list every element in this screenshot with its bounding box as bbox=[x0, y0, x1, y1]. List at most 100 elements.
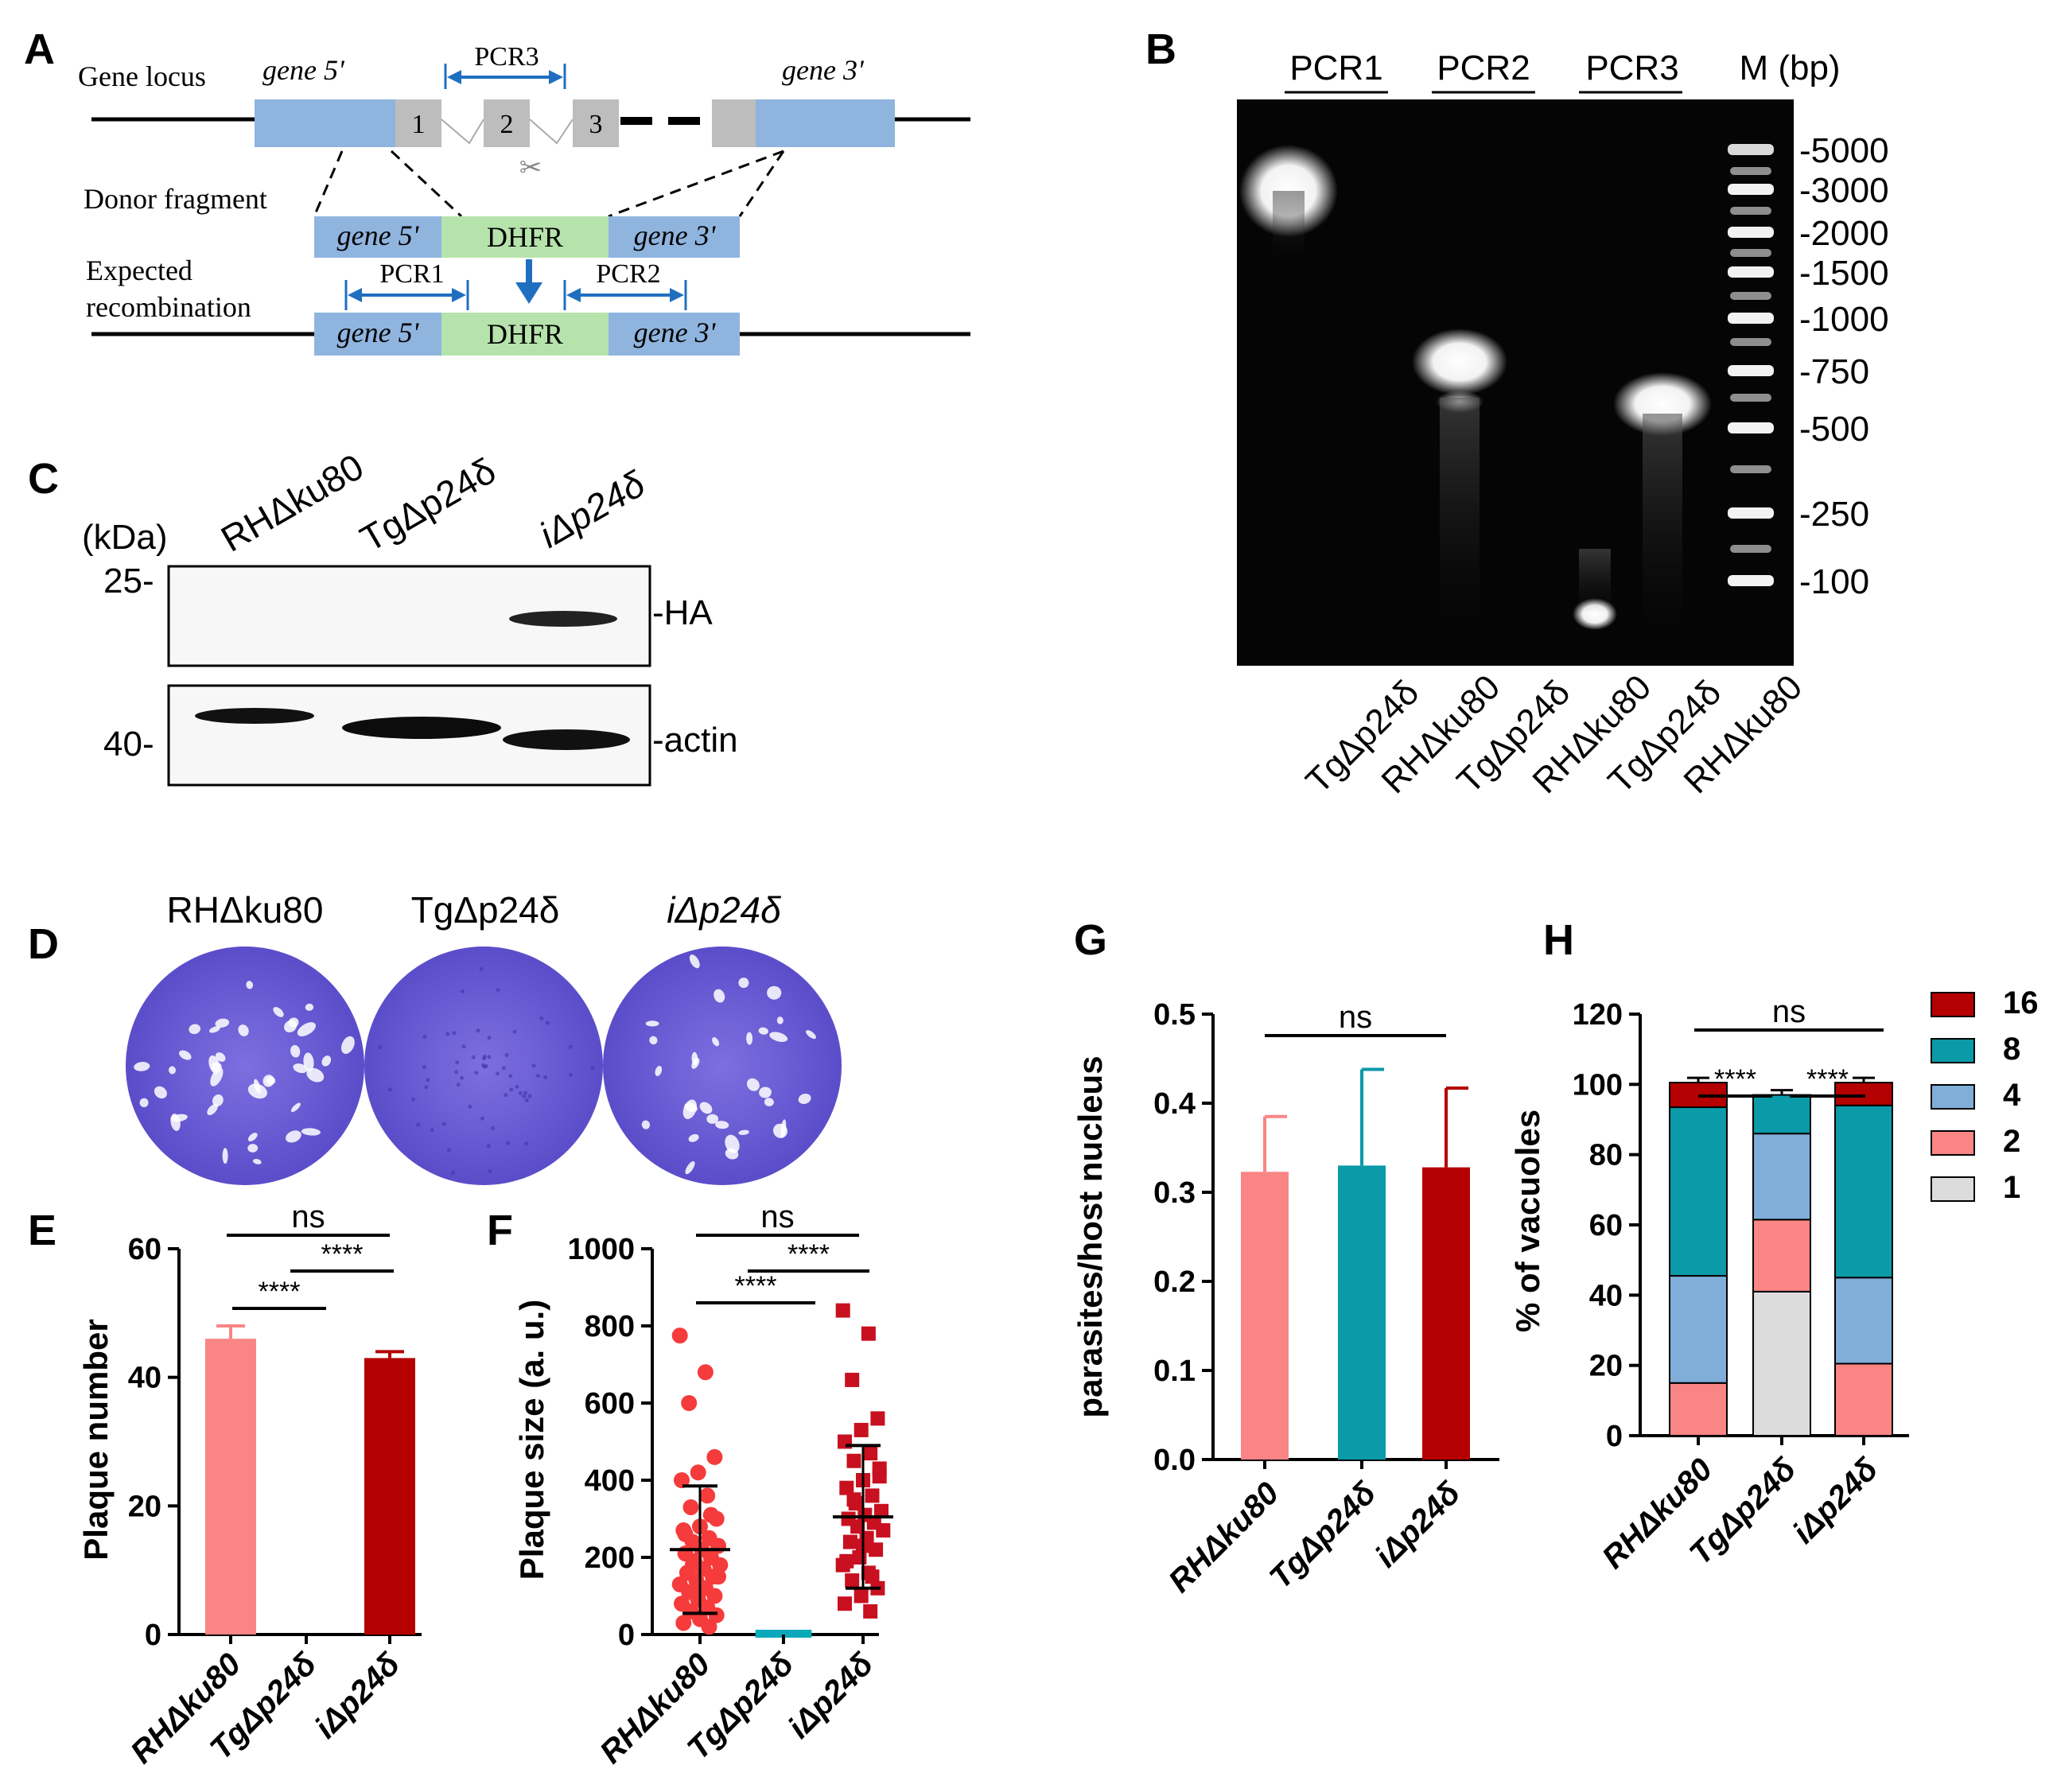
chart-e-y-axis-label: Plaque number bbox=[77, 1319, 115, 1560]
chart-h-legend-label-2: 2 bbox=[2003, 1124, 2020, 1159]
chart-h-bar-0-2 bbox=[1669, 1382, 1728, 1436]
gel-ladder-labels: -5000-3000 -2000-1500 -1000 -750 -500 -250 -10… bbox=[1799, 131, 1889, 601]
chart-f-point-2-3 bbox=[870, 1411, 885, 1426]
pcr3-label: PCR3 bbox=[474, 42, 539, 72]
panel-c: C (kDa) RHΔku80 TgΔp24δ iΔp24δ 25- -HA 4… bbox=[28, 445, 738, 787]
chart-g-bar-1 bbox=[1338, 1165, 1386, 1460]
exon-1 bbox=[395, 99, 441, 147]
plate-texture-dot-12 bbox=[454, 1070, 459, 1075]
panel-letter-h: H bbox=[1543, 916, 1574, 964]
recomb-gene5-label: gene 5' bbox=[337, 317, 420, 348]
plate-texture-dot-27 bbox=[569, 1073, 573, 1077]
plaque-spot-0-14 bbox=[238, 1024, 249, 1036]
plate-texture-dot-55 bbox=[471, 1055, 476, 1059]
ladder-faint-band-2 bbox=[1730, 249, 1771, 257]
plaque-spots bbox=[134, 954, 816, 1175]
plaque-spot-0-30 bbox=[266, 1076, 276, 1085]
chart-h-sig-label-1: **** bbox=[1714, 1064, 1756, 1094]
chart-h-ytick-label-6: 120 bbox=[1573, 998, 1623, 1032]
plate-iko bbox=[603, 947, 842, 1185]
ladder-label-8: -100 bbox=[1799, 562, 1869, 601]
gel-band-pcr2-tg bbox=[1412, 328, 1507, 395]
chart-f-point-1-15 bbox=[760, 1630, 777, 1638]
plaque-spot-0-15 bbox=[340, 1036, 355, 1054]
chart-f-point-2-25 bbox=[845, 1573, 860, 1588]
chart-f-point-0-38 bbox=[677, 1526, 694, 1542]
ladder-band-2 bbox=[1728, 227, 1774, 238]
plate-texture-dot-43 bbox=[461, 1044, 466, 1049]
chart-h-category-label-2: iΔp24δ bbox=[1786, 1452, 1884, 1550]
chart-f-ytick-label-0: 0 bbox=[618, 1619, 635, 1652]
panel-letter-b: B bbox=[1145, 25, 1176, 73]
plate-texture-dot-28 bbox=[411, 1097, 415, 1102]
plaque-spot-0-28 bbox=[154, 1086, 167, 1099]
gel-group-pcr3: PCR3 bbox=[1585, 49, 1678, 87]
plaque-spot-0-32 bbox=[179, 1050, 192, 1060]
plate-texture-dot-7 bbox=[518, 1091, 523, 1095]
gel-smear-pcr2 bbox=[1440, 398, 1480, 620]
chart-e-ytick-label-1: 20 bbox=[128, 1490, 161, 1523]
chart-f-category-label-2: iΔp24δ bbox=[781, 1646, 880, 1745]
guide-line-3 bbox=[608, 150, 784, 218]
chart-f-sig-label-2: **** bbox=[787, 1239, 830, 1269]
plate-texture-dot-30 bbox=[568, 1044, 573, 1049]
plate-texture-dot-36 bbox=[524, 1141, 529, 1146]
chart-h-legend-swatch-8 bbox=[1931, 1038, 1975, 1063]
chart-f-point-2-18 bbox=[876, 1523, 891, 1538]
panel-f: F 02004006008001000RHΔku80TgΔp24δiΔp24δP… bbox=[487, 1199, 893, 1771]
scissors-icon: ✂ bbox=[519, 153, 542, 183]
plaque-spot-1-23 bbox=[699, 1102, 713, 1114]
plate-texture-dot-17 bbox=[460, 1075, 464, 1080]
panel-letter-d: D bbox=[28, 920, 59, 968]
kda-label: (kDa) bbox=[82, 518, 168, 557]
pcr3-arrow-right bbox=[549, 70, 563, 84]
plaque-spot-0-5 bbox=[139, 1098, 149, 1108]
chart-f-point-0-31 bbox=[708, 1607, 725, 1623]
gene3-exon bbox=[712, 99, 756, 147]
donor-gene3-label: gene 3' bbox=[634, 220, 717, 251]
intron-1 bbox=[441, 119, 484, 145]
ladder-label-1: -3000 bbox=[1799, 171, 1889, 210]
plaque-sample-1: RHΔku80 bbox=[167, 889, 324, 931]
ladder-label-5: -750 bbox=[1799, 352, 1869, 391]
chart-f-point-0-1 bbox=[697, 1364, 714, 1381]
chart-h-bar-2-8 bbox=[1834, 1104, 1893, 1279]
chart-h-ytick-label-1: 20 bbox=[1589, 1350, 1623, 1383]
plaque-spot-0-6 bbox=[215, 1018, 230, 1028]
donor-dhfr bbox=[441, 216, 609, 258]
chart-g-ytick-label-5: 0.5 bbox=[1153, 998, 1196, 1032]
chart-f-point-2-4 bbox=[854, 1422, 869, 1437]
chart-f-point-0-37 bbox=[694, 1580, 710, 1596]
chart-f-ytick-label-4: 800 bbox=[585, 1310, 635, 1343]
exon-3 bbox=[573, 99, 619, 147]
donor-gene5 bbox=[314, 216, 441, 258]
plate-texture-dot-14 bbox=[445, 1032, 450, 1036]
chart-f-ytick-label-5: 1000 bbox=[567, 1233, 635, 1266]
plaque-spot-1-21 bbox=[682, 1099, 697, 1119]
chart-h-ytick-label-4: 80 bbox=[1589, 1139, 1623, 1172]
panel-d: D RHΔku80 TgΔp24δ iΔp24δ bbox=[28, 889, 842, 1185]
ladder-label-4: -1000 bbox=[1799, 300, 1889, 339]
chart-h-legend-label-4: 4 bbox=[2003, 1078, 2021, 1113]
recomb-gene3 bbox=[609, 313, 740, 356]
wb-band-actin-1 bbox=[195, 708, 314, 724]
recomb-dhfr bbox=[441, 313, 609, 356]
ladder-faint-band-4 bbox=[1730, 338, 1771, 346]
chart-f-point-2-13 bbox=[874, 1503, 889, 1518]
plaque-spot-0-18 bbox=[293, 1063, 308, 1074]
chart-h-legend-label-16: 16 bbox=[2003, 985, 2039, 1020]
plate-texture-dot-23 bbox=[531, 1063, 536, 1068]
chart-h-sig-label-0: ns bbox=[1772, 994, 1806, 1029]
donor-label: Donor fragment bbox=[84, 183, 267, 215]
plate-texture-dot-10 bbox=[539, 1016, 544, 1020]
ladder-faint-band-5 bbox=[1730, 394, 1771, 402]
plate-texture-dot-32 bbox=[468, 1104, 472, 1109]
ladder-faint-band-1 bbox=[1730, 207, 1771, 215]
plate-texture-dot-54 bbox=[491, 1125, 496, 1130]
chart-f-point-2-34 bbox=[865, 1569, 880, 1584]
gene3-block bbox=[756, 99, 895, 147]
plaque-spot-0-2 bbox=[222, 1148, 228, 1164]
chart-f-point-2-20 bbox=[842, 1534, 857, 1549]
chart-e-sig-label-1: **** bbox=[259, 1277, 301, 1307]
gene5-block bbox=[255, 99, 398, 147]
